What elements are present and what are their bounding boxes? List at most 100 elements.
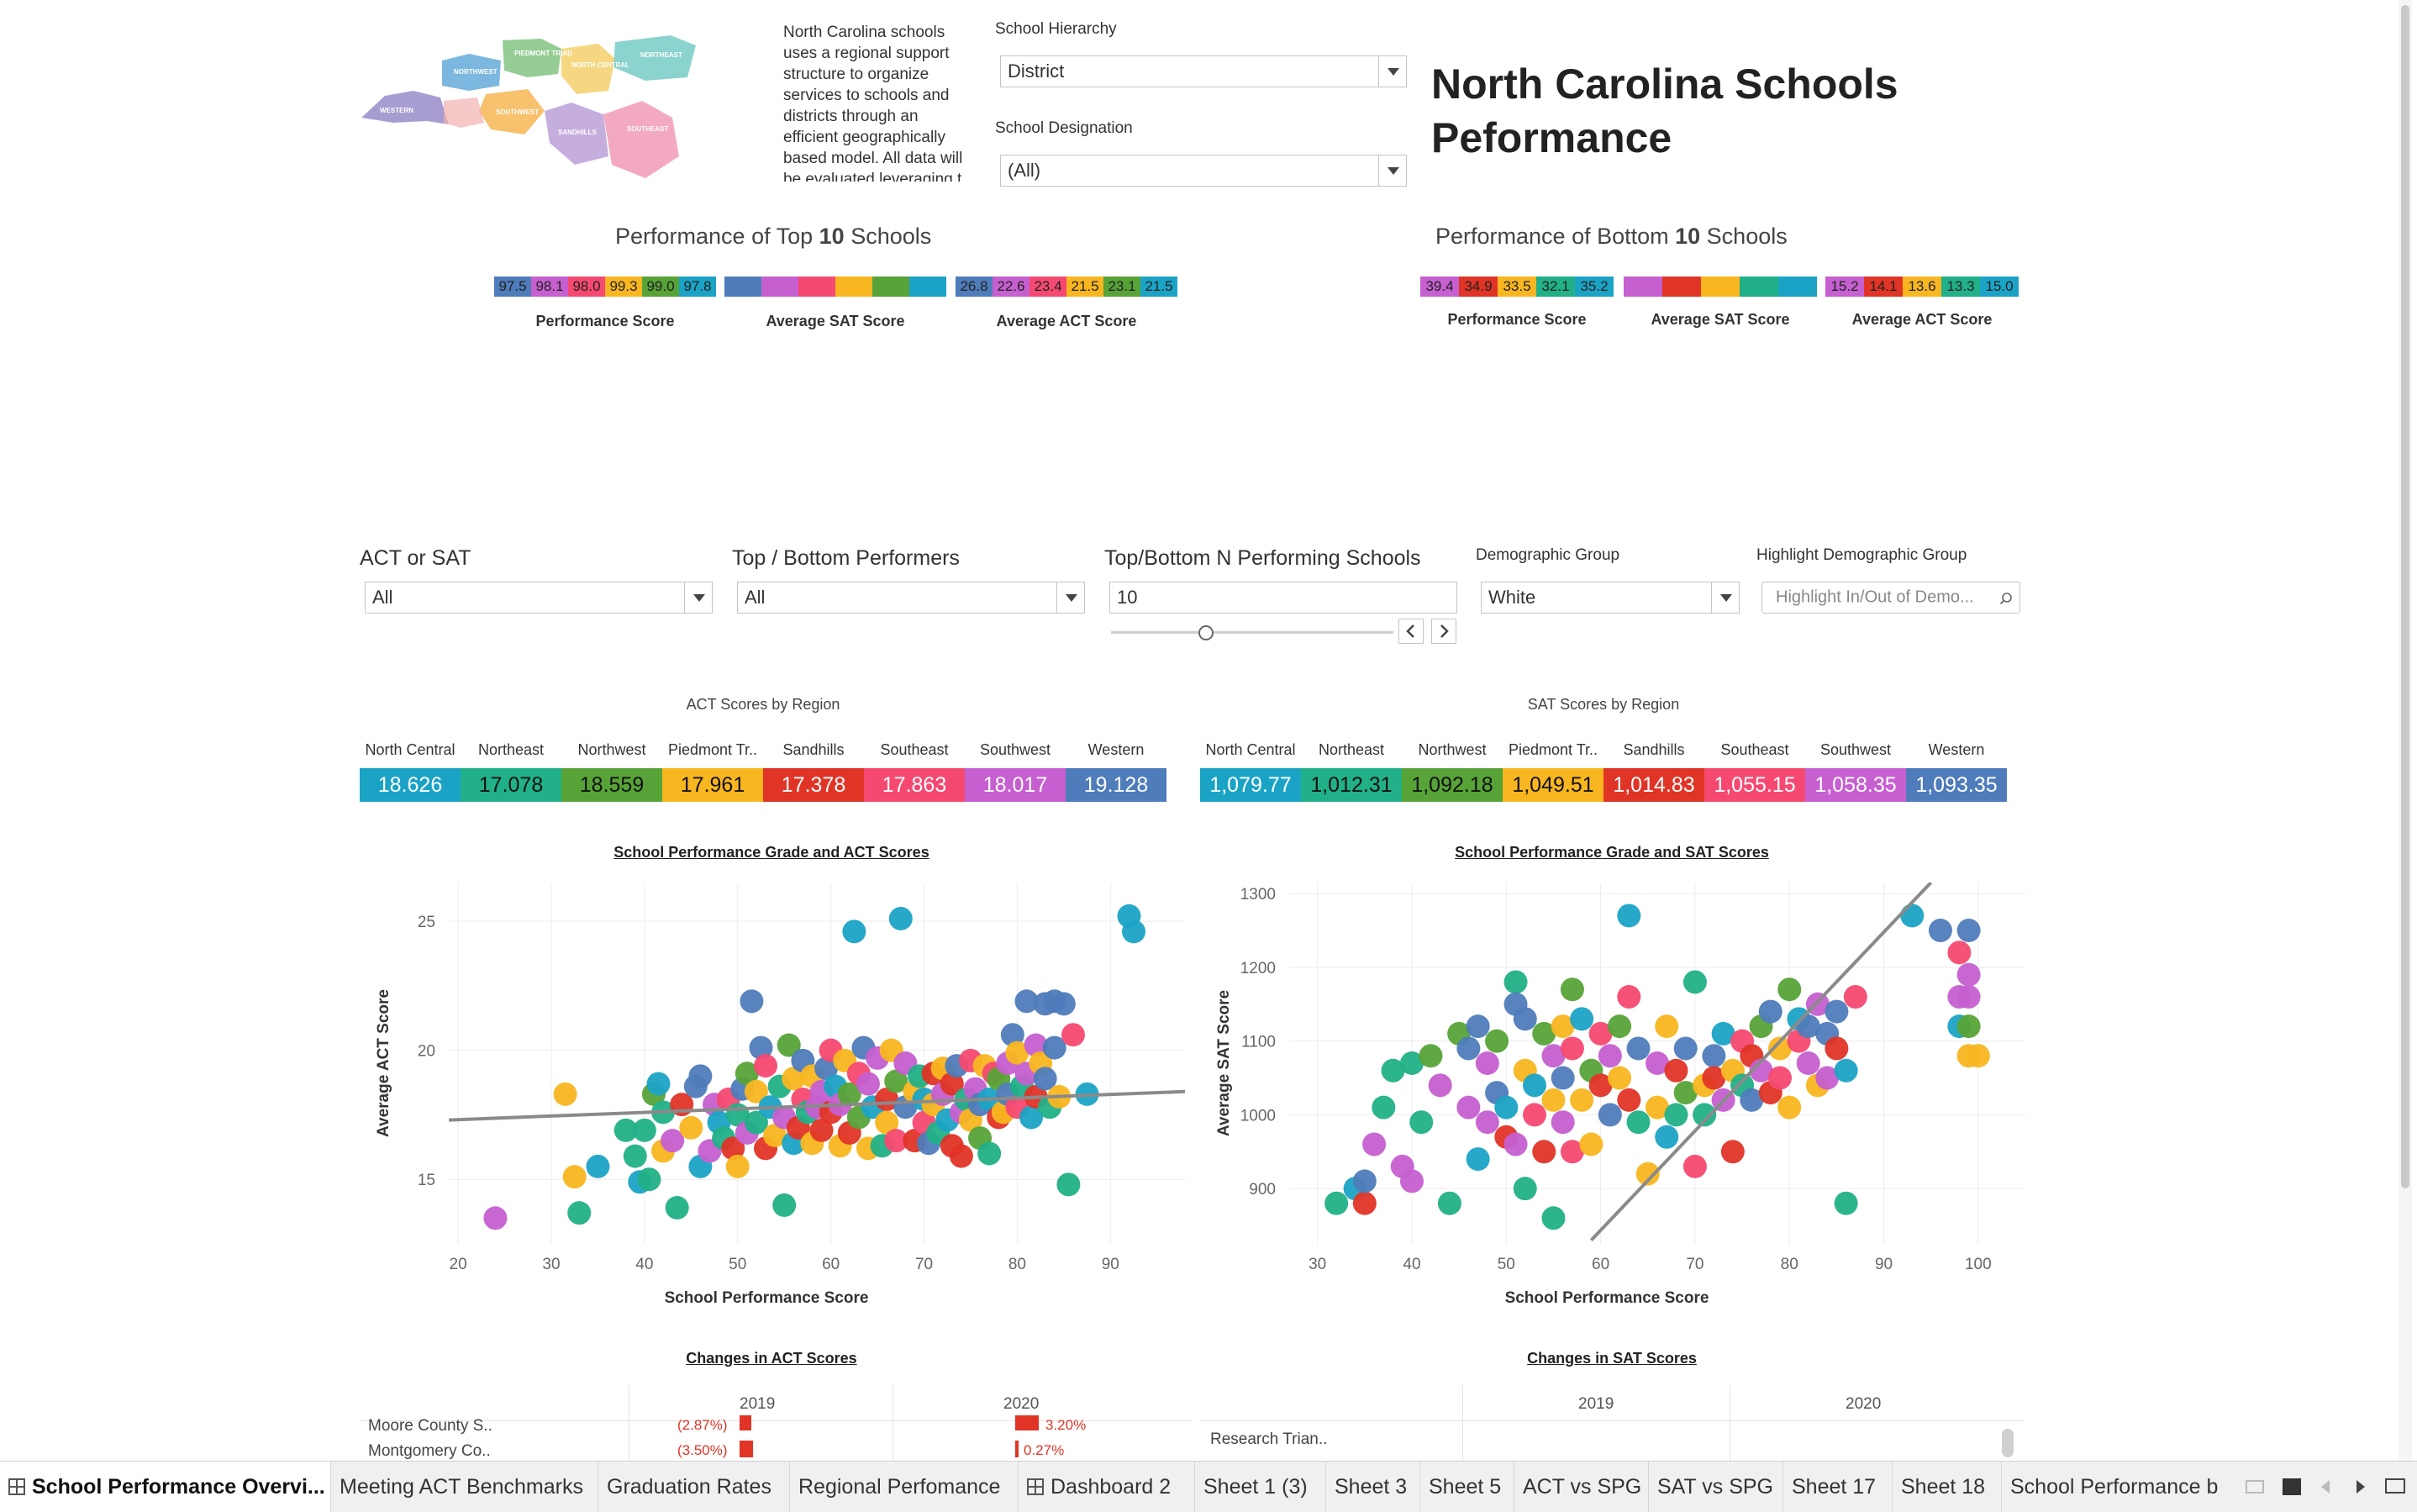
year-header-2019: 2019 (740, 1395, 776, 1413)
tab-sheet-5[interactable]: Sheet 5 (1420, 1462, 1514, 1512)
act-or-sat-value: All (372, 587, 393, 608)
scrollbar[interactable] (2002, 1429, 2014, 1457)
data-point (1494, 1095, 1519, 1120)
tab-label: Sheet 3 (1335, 1475, 1408, 1499)
data-point (1635, 1162, 1660, 1186)
top-n-input[interactable]: 10 (1109, 582, 1457, 614)
data-point (1551, 1014, 1575, 1039)
top-n-next-button[interactable] (1431, 619, 1456, 644)
tab-graduation-rates[interactable]: Graduation Rates (598, 1462, 790, 1512)
sat-scatter-chart[interactable]: 30 40 50 60 70 80 90 100 900 1000 1100 1200 1300 Scho… (1200, 874, 2032, 1320)
top-bottom-dropdown[interactable]: All (737, 582, 1085, 614)
data-point (1617, 1088, 1641, 1112)
demographic-dropdown[interactable]: White (1481, 582, 1740, 614)
school-designation-dropdown[interactable]: (All) (1000, 155, 1407, 187)
chevron-down-icon[interactable] (1378, 155, 1406, 186)
tab-label: Sheet 1 (3) (1203, 1475, 1308, 1499)
data-point (1796, 1014, 1820, 1039)
show-sheets-icon[interactable] (2246, 1480, 2264, 1494)
school-hierarchy-dropdown[interactable]: District (1000, 55, 1407, 87)
data-point (1834, 1058, 1858, 1083)
region-header: Northeast (1318, 741, 1385, 758)
tab-sheet-1-3[interactable]: Sheet 1 (3) (1195, 1462, 1326, 1512)
tab-sheet-3[interactable]: Sheet 3 (1326, 1462, 1420, 1512)
data-point (646, 1072, 671, 1096)
region-value-cell: 17.961 (662, 768, 763, 802)
data-point (1673, 1081, 1698, 1105)
act-by-region-title: ACT Scores by Region (686, 696, 840, 713)
tab-meeting-act-benchmarks[interactable]: Meeting ACT Benchmarks (331, 1462, 598, 1512)
data-point (949, 1144, 973, 1168)
data-point (721, 1136, 745, 1161)
top10-performance-strip: 97.5 98.1 98.0 99.3 99.0 97.8 (494, 277, 716, 297)
chevron-down-icon[interactable] (684, 582, 712, 613)
act-or-sat-dropdown[interactable]: All (365, 582, 713, 614)
tab-sheet-17[interactable]: Sheet 17 (1783, 1462, 1893, 1512)
data-point (586, 1154, 610, 1178)
bottom10-sat-strip (1624, 277, 1817, 297)
table-row[interactable]: Montgomery Co.. (3.50%) 0.27% (360, 1439, 1192, 1461)
act-scatter-title: School Performance Grade and ACT Scores (613, 844, 929, 861)
page-scrollbar[interactable] (2399, 0, 2412, 1461)
data-point (1749, 1058, 1773, 1083)
x-tick-label: 50 (729, 1256, 746, 1273)
filmstrip-icon[interactable] (2283, 1478, 2301, 1495)
data-point (1825, 1036, 1849, 1061)
data-point (875, 1110, 899, 1135)
data-point (632, 1118, 656, 1142)
tab-school-performance-overview[interactable]: School Performance Overvi... (0, 1462, 331, 1512)
chevron-right-icon (1440, 624, 1449, 638)
scrollbar-thumb[interactable] (2401, 5, 2409, 1188)
top-n-prev-button[interactable] (1398, 619, 1424, 644)
table-row[interactable]: Research Trian.. (1200, 1429, 1990, 1451)
x-tick-label: 60 (822, 1256, 840, 1273)
top10-sat-label: Average SAT Score (766, 313, 905, 329)
data-point (749, 1035, 773, 1060)
chevron-down-icon[interactable] (1378, 56, 1406, 87)
slider-thumb[interactable] (1198, 625, 1214, 640)
tab-regional-perfomance[interactable]: Regional Perfomance (790, 1462, 1019, 1512)
tab-scroll-left-icon[interactable] (2321, 1480, 2330, 1494)
x-tick-label: 70 (1686, 1256, 1703, 1273)
col-divider (1462, 1385, 1463, 1461)
data-point (842, 919, 866, 944)
chevron-down-icon[interactable] (1056, 582, 1084, 613)
highlight-search[interactable]: Highlight In/Out of Demo... (1761, 582, 2020, 614)
data-point (1598, 1103, 1622, 1127)
data-point (1033, 1067, 1057, 1091)
data-point (1428, 1073, 1452, 1098)
sat-region-values: 1,079.77 1,012.31 1,092.18 1,049.51 1,01… (1200, 768, 2007, 802)
region-value-cell: 19.128 (1066, 768, 1166, 802)
x-tick-label: 50 (1498, 1256, 1515, 1273)
region-value-cell: 1,079.77 (1200, 768, 1301, 802)
year-header-2020: 2020 (1003, 1395, 1040, 1413)
top-n-value: 10 (1117, 587, 1138, 608)
data-point (1541, 1088, 1566, 1112)
data-point (1617, 985, 1641, 1009)
data-point (856, 1072, 880, 1096)
region-header: Sandhills (782, 741, 845, 758)
bottom10-title: Performance of Bottom 10 Schools (1435, 224, 1788, 250)
data-point (1617, 904, 1641, 928)
data-point (1056, 1172, 1081, 1197)
tab-act-vs-spg[interactable]: ACT vs SPG (1514, 1462, 1649, 1512)
points-layer (1324, 882, 1990, 1241)
tab-scroll-right-icon[interactable] (2356, 1480, 2365, 1494)
data-point (1608, 1066, 1632, 1090)
presentation-icon[interactable] (2385, 1478, 2405, 1494)
data-point (1588, 1021, 1613, 1046)
tab-school-performance-b[interactable]: School Performance b (2002, 1462, 2219, 1512)
data-point (772, 1193, 797, 1217)
table-row[interactable]: Moore County S.. (2.87%) 3.20% (360, 1415, 1192, 1437)
data-point (1560, 1036, 1584, 1061)
top-n-slider[interactable] (1111, 625, 1393, 640)
chevron-down-icon[interactable] (1711, 582, 1739, 613)
tab-sheet-18[interactable]: Sheet 18 (1893, 1462, 2002, 1512)
data-point (940, 1072, 964, 1096)
tab-sat-vs-spg[interactable]: SAT vs SPG (1649, 1462, 1783, 1512)
data-point (1646, 1095, 1669, 1120)
tab-label: Regional Perfomance (798, 1475, 1001, 1499)
sat-by-region-title: SAT Scores by Region (1527, 696, 1680, 713)
act-scatter-chart[interactable]: 20 30 40 50 60 70 80 90 15 20 25 School Performance… (360, 874, 1192, 1320)
tab-dashboard-2[interactable]: Dashboard 2 (1019, 1462, 1195, 1512)
